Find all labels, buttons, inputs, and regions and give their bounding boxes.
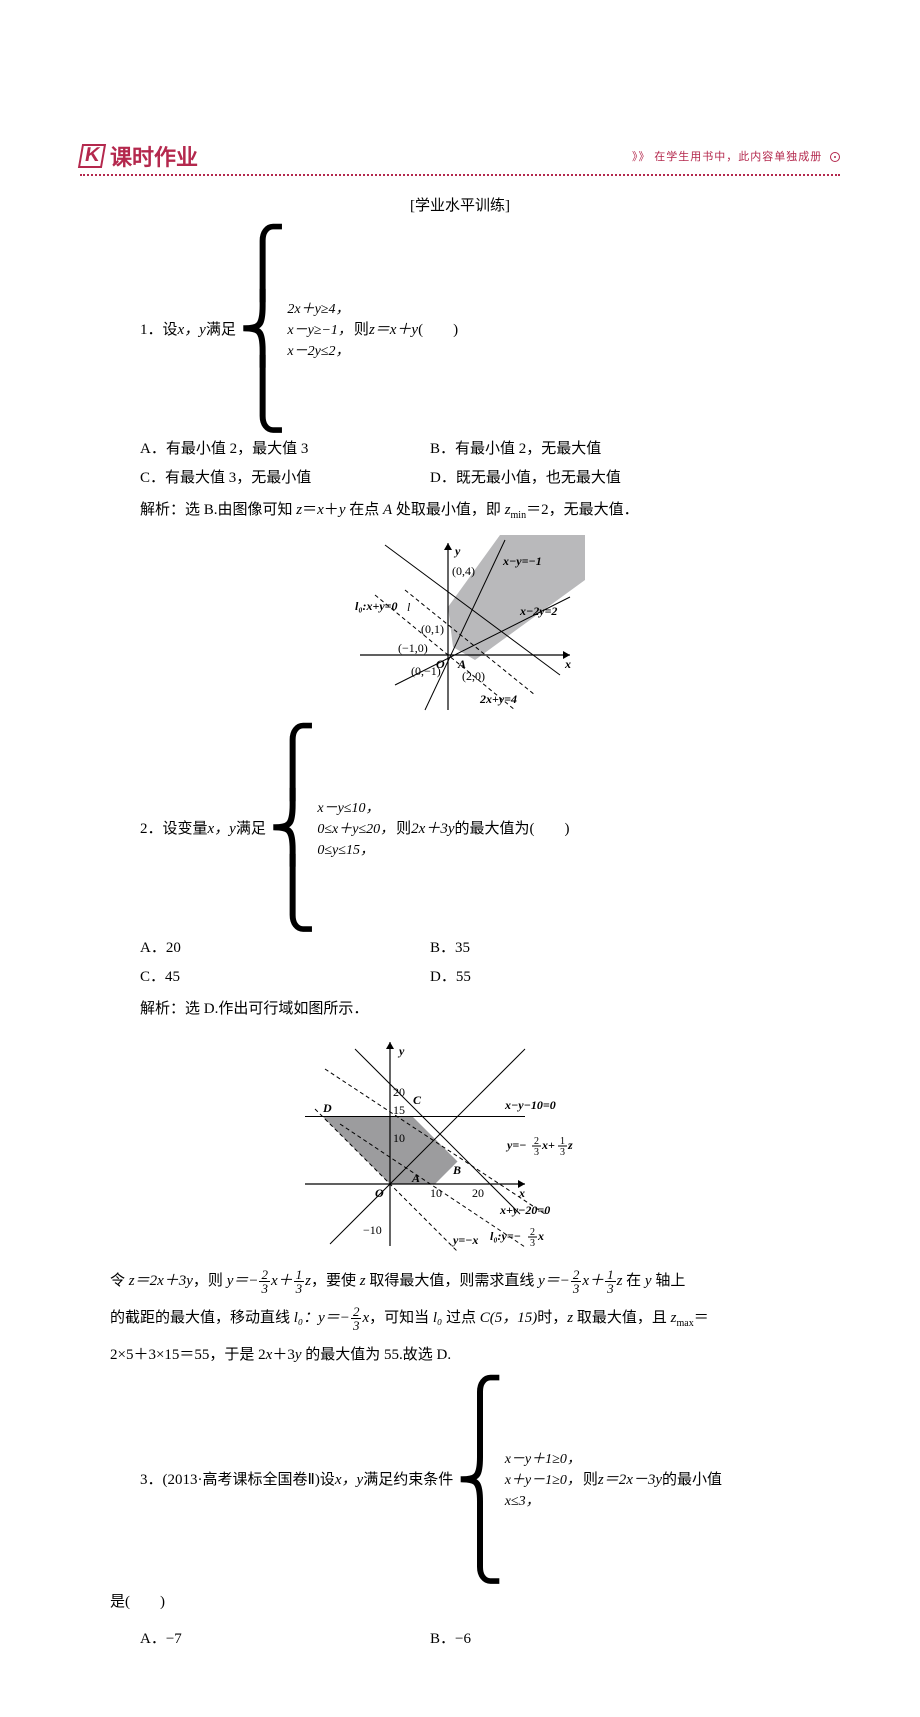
q2-stem: 2．设变量 x，y 满足 ⎧⎨⎩ x－y≤10， 0≤x＋y≤20， 0≤y≤1… (140, 730, 840, 928)
svg-text:B: B (452, 1163, 461, 1177)
q3-tail: 是( ) (110, 1586, 810, 1619)
svg-text:1: 1 (560, 1136, 565, 1147)
svg-text:y: y (453, 544, 461, 558)
header-note: 》》 在学生用书中，此内容单独成册 (632, 148, 840, 164)
q1-system: ⎧⎨⎩ 2x＋y≥4， x－y≥−1， x－2y≤2， (238, 231, 352, 429)
page: 课时作业 》》 在学生用书中，此内容单独成册 [学业水平训练] 1．设 x，y … (0, 0, 920, 1717)
svg-text:D: D (322, 1101, 332, 1115)
q2-explain-1: 令 z＝2x＋3y，则 y＝−23x＋13z，要使 z 取得最大值，则需求直线 … (110, 1265, 810, 1298)
q1-options: A．有最小值 2，最大值 3 B．有最小值 2，无最大值 C．有最大值 3，无最… (140, 435, 840, 492)
svg-text:x−y=−1: x−y=−1 (502, 554, 542, 568)
svg-text:x+: x+ (541, 1138, 555, 1152)
q2-opt-b: B．35 (430, 934, 720, 963)
svg-text:x: x (564, 657, 571, 671)
svg-text:(0,−1): (0,−1) (411, 664, 441, 678)
svg-text:l: l (407, 600, 411, 614)
q2-analysis: 解析：选 D.作出可行域如图所示． (140, 995, 840, 1024)
q3-system: ⎧⎨⎩ x－y＋1≥0， x＋y－1≥0， x≤3， (455, 1382, 581, 1580)
svg-text:y=−x: y=−x (451, 1233, 478, 1247)
svg-text:2x+y=4: 2x+y=4 (479, 692, 517, 706)
q2-explain-2: 的截距的最大值，移动直线 l₀：y＝−23x，可知当 l₀ 过点 C(5，15)… (110, 1302, 810, 1335)
q1-opt-d: D．既无最小值，也无最大值 (430, 464, 720, 493)
svg-text:3: 3 (530, 1238, 535, 1249)
svg-text:O: O (375, 1186, 384, 1200)
q1-figure: y x O A (0,4) (0,1) (−1,0) (0,−1) (2,0) … (80, 535, 840, 720)
q2-options: A．20 B．35 C．45 D．55 (140, 934, 840, 991)
svg-text:(−1,0): (−1,0) (398, 641, 428, 655)
svg-text:10: 10 (430, 1186, 442, 1200)
svg-text:C: C (413, 1093, 422, 1107)
q2-opt-d: D．55 (430, 963, 720, 992)
q3-stem: 3．(2013·高考课标全国卷Ⅱ)设 x，y 满足约束条件 ⎧⎨⎩ x－y＋1≥… (140, 1382, 840, 1580)
svg-text:x: x (537, 1229, 544, 1243)
svg-text:2: 2 (530, 1227, 535, 1238)
svg-text:x−y−10=0: x−y−10=0 (504, 1098, 556, 1112)
svg-text:2: 2 (534, 1136, 539, 1147)
q1-opt-b: B．有最小值 2，无最大值 (430, 435, 720, 464)
q3-opt-b: B．−6 (430, 1625, 720, 1654)
svg-text:z: z (567, 1138, 573, 1152)
q3-opt-a: A．−7 (140, 1625, 430, 1654)
q2-system: ⎧⎨⎩ x－y≤10， 0≤x＋y≤20， 0≤y≤15， (268, 730, 394, 928)
logo: 课时作业 (80, 140, 198, 172)
svg-text:x+y−20=0: x+y−20=0 (499, 1203, 550, 1217)
svg-text:l₀:x+y=0: l₀:x+y=0 (355, 599, 398, 613)
svg-text:(0,1): (0,1) (421, 622, 444, 636)
q3-options: A．−7 B．−6 (140, 1625, 840, 1654)
logo-text: 课时作业 (110, 140, 198, 172)
svg-text:−10: −10 (363, 1223, 382, 1237)
q2-explain-3: 2×5＋3×15＝55，于是 2x＋3y 的最大值为 55.故选 D. (110, 1339, 810, 1372)
q1-opt-a: A．有最小值 2，最大值 3 (140, 435, 430, 464)
svg-text:A: A (411, 1171, 420, 1185)
svg-text:(2,0): (2,0) (462, 669, 485, 683)
svg-text:y=−: y=− (505, 1138, 526, 1152)
svg-text:(0,4): (0,4) (452, 564, 475, 578)
svg-text:10: 10 (393, 1131, 405, 1145)
q1-analysis: 解析：选 B.由图像可知 z＝x＋y 在点 A 处取最小值，即 zmin＝2，无… (140, 496, 840, 525)
svg-text:20: 20 (393, 1085, 405, 1099)
note-symbol (830, 152, 840, 162)
svg-text:x: x (518, 1186, 525, 1200)
header-rule (80, 174, 840, 176)
header-row: 课时作业 》》 在学生用书中，此内容单独成册 (80, 140, 840, 172)
svg-text:3: 3 (560, 1147, 565, 1158)
svg-text:l₀:y=−: l₀:y=− (490, 1229, 521, 1243)
q1-stem: 1．设 x，y 满足 ⎧⎨⎩ 2x＋y≥4， x－y≥−1， x－2y≤2， 则… (140, 231, 840, 429)
svg-text:20: 20 (472, 1186, 484, 1200)
q1-opt-c: C．有最大值 3，无最小值 (140, 464, 430, 493)
svg-text:x−2y=2: x−2y=2 (519, 604, 557, 618)
q2-figure: y x O 20 15 10 10 20 −10 C D B A x−y−10=… (80, 1034, 840, 1257)
logo-icon (78, 144, 106, 168)
svg-text:y: y (397, 1044, 405, 1058)
svg-text:3: 3 (534, 1147, 539, 1158)
svg-text:15: 15 (393, 1103, 405, 1117)
q2-opt-c: C．45 (140, 963, 430, 992)
section-title: [学业水平训练] (80, 194, 840, 215)
q2-opt-a: A．20 (140, 934, 430, 963)
